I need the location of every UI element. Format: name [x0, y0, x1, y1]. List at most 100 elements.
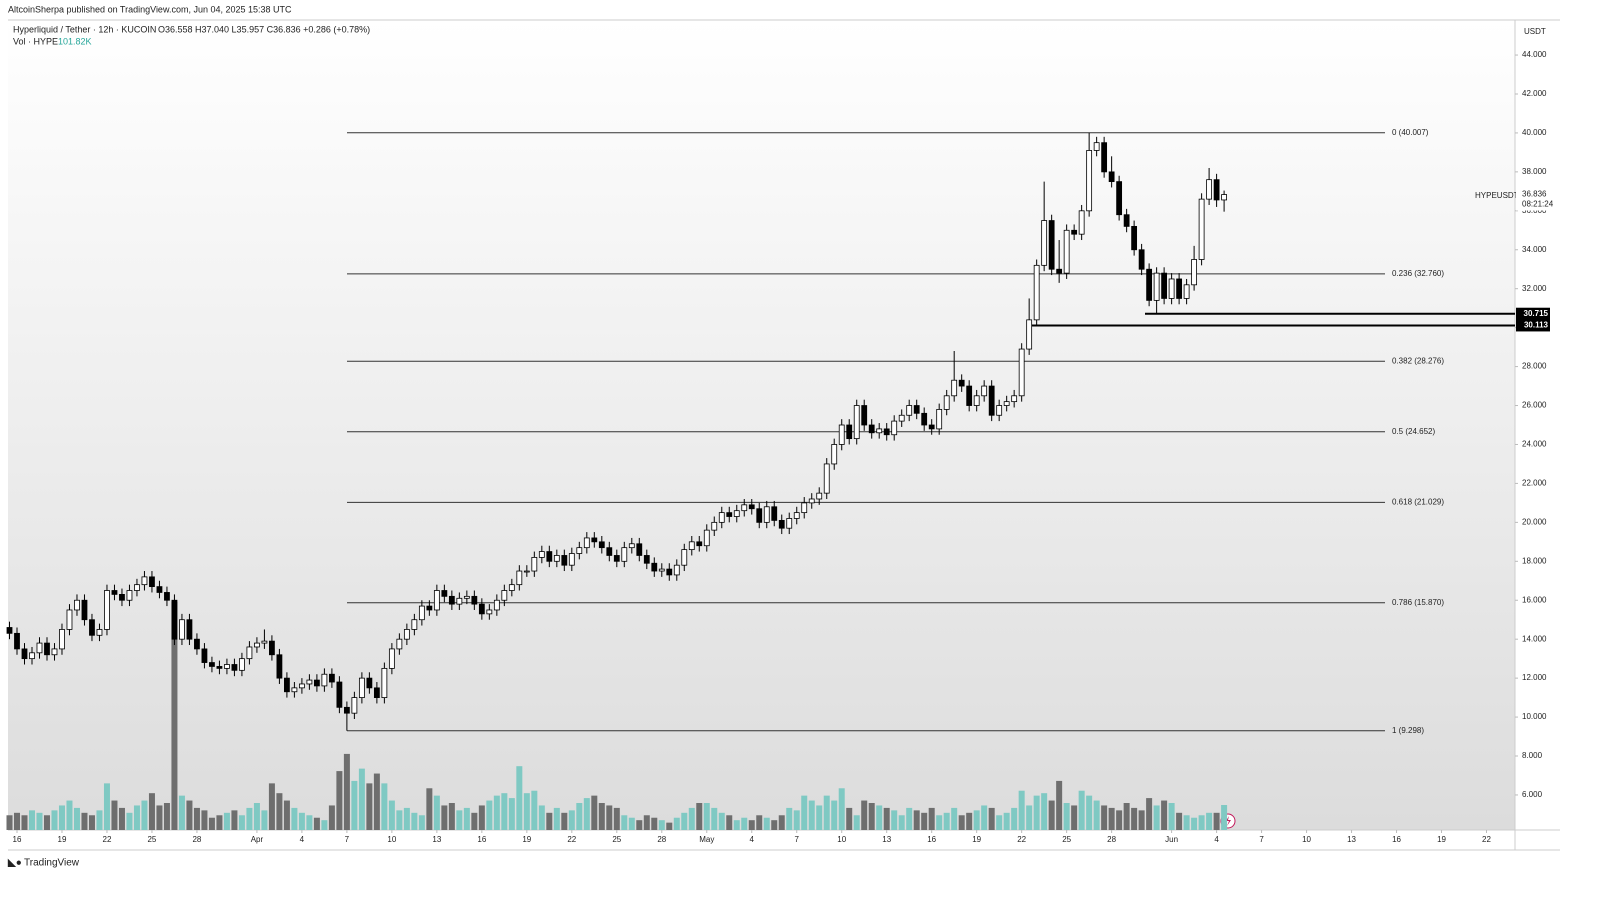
volume-bar [313, 817, 320, 830]
candle-body [299, 683, 305, 689]
candle-body [351, 697, 358, 714]
x-tick-label: 22 [1482, 835, 1491, 844]
price-axis-panel [1515, 20, 1560, 830]
symbol: Hyperliquid / Tether · 12h · KUCOIN [13, 24, 156, 34]
volume-bar [583, 798, 590, 830]
last-price: 36.836 [1522, 190, 1547, 199]
volume-bar [523, 793, 530, 830]
volume-bar [883, 807, 890, 830]
candle-body [186, 619, 193, 640]
candle-body [381, 667, 388, 698]
candle-body [1131, 225, 1138, 251]
volume-bar [981, 805, 988, 830]
candle-body [119, 593, 125, 601]
candle-body [284, 677, 290, 693]
candle-body [396, 638, 403, 650]
candle-body [1183, 284, 1190, 299]
ticker: HYPEUSDT [1475, 191, 1519, 200]
candle-body [313, 679, 320, 687]
candle-body [651, 562, 658, 572]
volume-bar [876, 805, 883, 830]
candle-body [456, 597, 463, 605]
fib-label: 0.5 (24.652) [1392, 427, 1435, 436]
candle-body [194, 638, 200, 650]
level-label-box [1516, 319, 1550, 332]
volume-bar [1026, 805, 1033, 830]
candle-body [1011, 395, 1018, 403]
candle-body [846, 424, 853, 440]
candle-body [1026, 319, 1033, 350]
volume-bar [951, 807, 958, 830]
candle-body [36, 642, 43, 654]
volume-bar [126, 812, 133, 830]
x-tick-label: 13 [432, 835, 441, 844]
y-tick-label: 22.000 [1522, 479, 1547, 488]
candle-body [441, 590, 448, 597]
volume-bar [6, 815, 13, 830]
candle-body [1191, 259, 1198, 286]
candle-body [711, 521, 718, 531]
candle-body [254, 642, 260, 648]
volume-bar [1086, 795, 1093, 830]
x-tick-label: 19 [972, 835, 981, 844]
volume-bar [66, 800, 73, 830]
volume-bar [958, 815, 965, 830]
volume-bar [1146, 798, 1153, 830]
volume-bar [636, 820, 643, 830]
volume-bar [373, 773, 380, 830]
candle-body [801, 502, 808, 514]
x-tick-label: 28 [657, 835, 666, 844]
candle-body [478, 603, 485, 615]
volume-bar [171, 601, 178, 830]
volume-bar [411, 812, 418, 830]
candle-body [134, 584, 140, 591]
volume-bar [673, 817, 680, 830]
volume-bar [936, 815, 943, 830]
candle-body [246, 646, 253, 660]
volume-bar [771, 820, 778, 830]
volume-bar [268, 783, 275, 830]
candle-body [336, 681, 343, 708]
volume-bar [58, 805, 65, 830]
volume-bar [471, 812, 478, 830]
volume-bar [441, 805, 448, 830]
volume-bar [786, 807, 793, 830]
volume-bar [231, 810, 238, 830]
volume-bar [816, 805, 823, 830]
volume-bar [148, 793, 155, 830]
volume-bar [1198, 815, 1205, 830]
candle-body [613, 555, 620, 562]
volume-bar [756, 815, 763, 830]
x-tick-label: 16 [927, 835, 936, 844]
candle-body [913, 405, 920, 414]
candle-body [328, 673, 335, 683]
x-tick-label: 10 [837, 835, 846, 844]
x-tick-label: 19 [522, 835, 531, 844]
volume-bar [778, 815, 785, 830]
y-tick-label: 8.000 [1522, 751, 1543, 760]
volume-bar [193, 807, 200, 830]
candle-body [1213, 179, 1220, 201]
volume-bar [1078, 790, 1085, 830]
volume-bar [921, 812, 928, 830]
volume-bar [13, 812, 20, 830]
volume-bar [103, 783, 110, 830]
volume-bar [28, 810, 35, 830]
candle-body [853, 405, 860, 440]
candle-body [778, 520, 785, 529]
volume-bar [298, 812, 305, 830]
candle-body [59, 629, 65, 650]
candle-body [201, 648, 208, 663]
volume-bar [898, 815, 905, 830]
volume-bar [1033, 795, 1040, 830]
volume-bar [1063, 803, 1070, 830]
volume-bar [988, 807, 995, 830]
volume-bar [1003, 812, 1010, 830]
candle-body [1071, 229, 1078, 235]
volume-bar [73, 807, 80, 830]
y-tick-label: 24.000 [1522, 440, 1547, 449]
volume-bar [1116, 810, 1123, 830]
candle-body [808, 498, 815, 504]
candle-body [516, 570, 523, 586]
candle-body [1168, 278, 1175, 299]
